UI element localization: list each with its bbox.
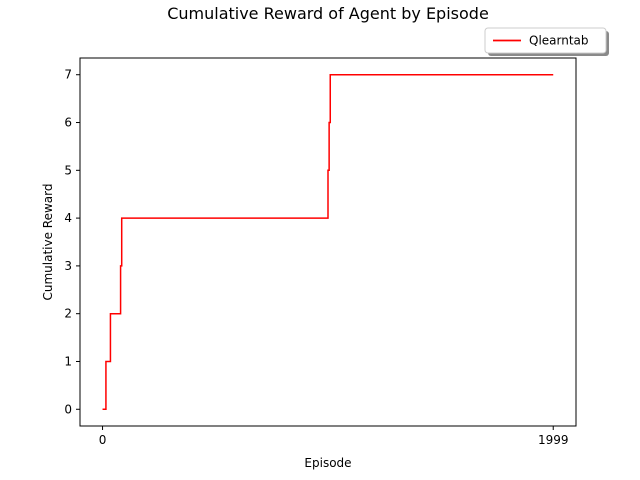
x-tick-label: 0 <box>99 433 107 447</box>
axes: 0 1999 0 1 2 3 4 5 6 7 <box>64 57 577 447</box>
y-tick-label: 4 <box>64 211 72 225</box>
x-axis-label: Episode <box>304 456 351 470</box>
legend-label: Qlearntab <box>529 34 589 48</box>
axes-frame <box>79 57 577 427</box>
y-tick-label: 2 <box>64 307 72 321</box>
series-line-qlearntab <box>102 73 554 411</box>
y-tick-label: 0 <box>64 402 72 416</box>
y-tick-label: 3 <box>64 259 72 273</box>
legend-box <box>484 27 607 54</box>
y-tick-label: 6 <box>64 116 72 130</box>
y-tick-label: 7 <box>64 68 72 82</box>
chart-title: Cumulative Reward of Agent by Episode <box>167 4 489 23</box>
y-axis-label: Cumulative Reward <box>41 184 55 301</box>
legend: Qlearntab <box>484 27 609 56</box>
x-tick-label: 1999 <box>538 433 569 447</box>
y-tick-label: 5 <box>64 163 72 177</box>
y-tick-label: 1 <box>64 354 72 368</box>
plot-area <box>102 73 554 411</box>
